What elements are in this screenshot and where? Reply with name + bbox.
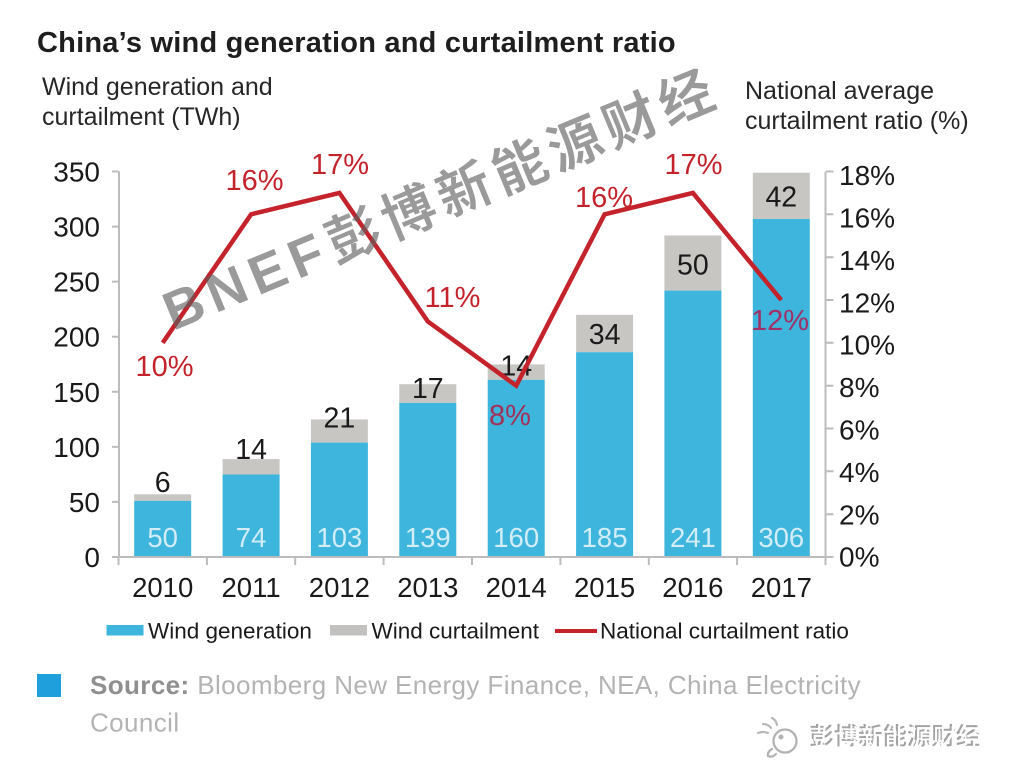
svg-text:2016: 2016 (662, 572, 723, 603)
svg-text:103: 103 (316, 522, 362, 553)
svg-text:2017: 2017 (751, 572, 812, 603)
svg-text:10%: 10% (839, 330, 895, 361)
svg-text:100: 100 (53, 432, 100, 463)
svg-text:12%: 12% (839, 287, 895, 318)
svg-text:16%: 16% (839, 203, 895, 234)
svg-text:Wind generation: Wind generation (148, 619, 312, 644)
svg-text:17%: 17% (311, 149, 369, 181)
svg-text:12%: 12% (751, 305, 809, 337)
svg-text:16%: 16% (225, 165, 283, 197)
svg-text:2015: 2015 (574, 572, 635, 603)
svg-text:300: 300 (53, 212, 100, 243)
svg-text:200: 200 (53, 322, 100, 353)
svg-text:250: 250 (53, 267, 100, 298)
svg-text:11%: 11% (425, 282, 481, 314)
svg-text:0: 0 (84, 542, 100, 573)
svg-text:6: 6 (155, 467, 171, 499)
svg-text:Source: Bloomberg New Energy F: Source: Bloomberg New Energy Finance, NE… (90, 670, 861, 700)
svg-text:0%: 0% (839, 542, 879, 573)
svg-text:150: 150 (53, 377, 100, 408)
svg-text:21: 21 (324, 403, 356, 435)
svg-text:2013: 2013 (397, 572, 458, 603)
svg-text:National curtailment ratio: National curtailment ratio (600, 619, 849, 644)
svg-text:17: 17 (412, 373, 444, 405)
svg-text:4%: 4% (839, 457, 879, 488)
svg-text:8%: 8% (489, 400, 531, 432)
svg-text:50: 50 (677, 250, 709, 282)
svg-text:306: 306 (758, 522, 804, 553)
svg-text:185: 185 (582, 522, 628, 553)
svg-text:2012: 2012 (309, 572, 370, 603)
svg-text:350: 350 (53, 157, 100, 188)
svg-text:34: 34 (589, 319, 621, 351)
svg-text:2010: 2010 (132, 572, 193, 603)
svg-text:241: 241 (670, 522, 716, 553)
svg-text:18%: 18% (839, 160, 895, 191)
svg-text:Wind curtailment: Wind curtailment (372, 619, 540, 644)
svg-text:74: 74 (236, 522, 267, 553)
svg-text:14%: 14% (839, 245, 895, 276)
svg-text:14: 14 (235, 434, 267, 466)
svg-text:42: 42 (765, 182, 797, 214)
svg-text:6%: 6% (839, 415, 879, 446)
svg-text:BNEF: BNEF (155, 220, 340, 342)
svg-text:50: 50 (147, 522, 178, 553)
svg-text:16%: 16% (575, 182, 633, 214)
svg-text:160: 160 (493, 522, 539, 553)
svg-text:10%: 10% (135, 351, 193, 383)
svg-text:139: 139 (405, 522, 451, 553)
svg-text:2011: 2011 (222, 572, 281, 603)
svg-text:8%: 8% (839, 372, 879, 403)
svg-text:Council: Council (90, 708, 180, 738)
svg-text:2014: 2014 (486, 572, 547, 603)
svg-text:2%: 2% (839, 499, 879, 530)
svg-text:50: 50 (69, 487, 100, 518)
svg-text:17%: 17% (664, 149, 722, 181)
